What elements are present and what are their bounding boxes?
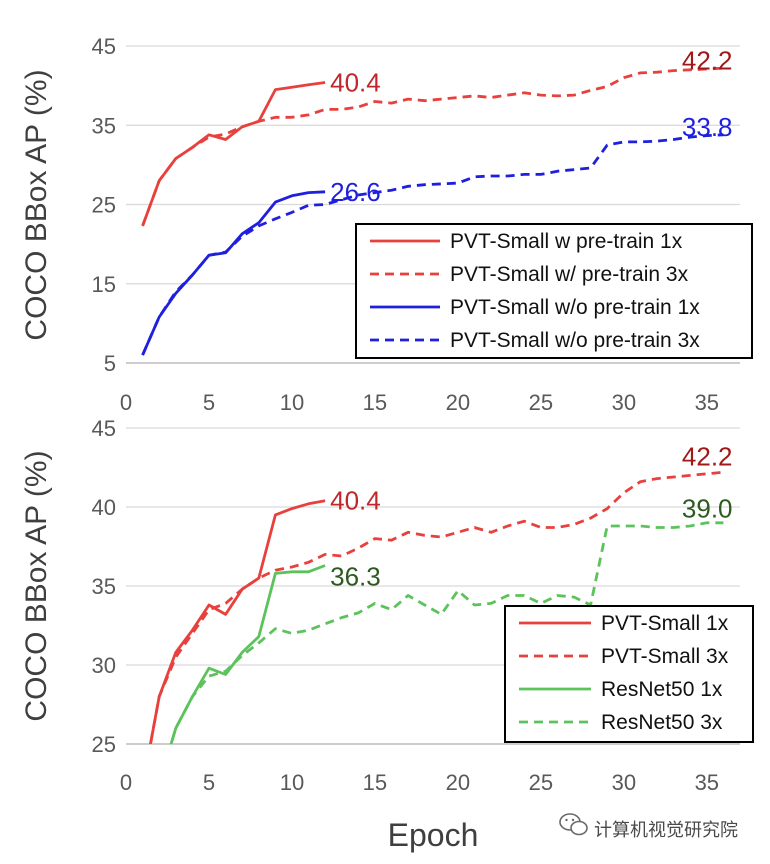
series-line-pvt-small-w-o-pre-train-1x [141,190,326,356]
y-tick-label: 35 [92,113,116,138]
x-tick-label: 25 [529,770,553,795]
y-tick-label: 30 [92,653,116,678]
watermark-text: 计算机视觉研究院 [594,820,738,841]
x-tick-label: 35 [695,770,719,795]
legend-entry: PVT-Small 1x [601,612,729,635]
data-label: 26.6 [330,177,381,207]
legend: PVT-Small 1x PVT-Small 3x ResNet50 1x ResNe… [504,605,754,743]
x-axis-label: Epoch [388,817,479,853]
y-tick-label: 40 [92,495,116,520]
y-tick-label: 45 [92,416,116,441]
legend-entry: PVT-Small w/ pre-train 3x [450,263,689,286]
data-label: 40.4 [330,67,381,97]
series-line-pvt-small-3x [149,470,724,744]
x-tick-label: 10 [280,390,304,415]
y-tick-label: 5 [104,351,116,376]
data-label: 33.8 [682,112,733,142]
data-label: 39.0 [682,494,733,524]
data-label: 36.3 [330,562,381,592]
series-line-resnet50-3x [169,521,724,744]
x-tick-label: 20 [446,770,470,795]
bottom-chart: 25 30 35 40 45 0 5 10 15 20 25 30 35 COCO BBox AP (%)… [20,416,754,853]
data-label: 42.2 [682,45,733,75]
legend-entry: PVT-Small w pre-train 1x [450,230,683,253]
series-line-pvt-small-w-pre-train-1x [141,81,326,227]
data-label: 42.2 [682,441,733,471]
y-axis-label: COCO BBox AP (%) [20,69,53,340]
watermark: 计算机视觉研究院 [559,813,738,841]
x-tick-label: 35 [695,390,719,415]
legend-entry: PVT-Small w/o pre-train 1x [450,296,700,319]
x-tick-label: 20 [446,390,470,415]
x-tick-label: 15 [363,770,387,795]
y-axis-label: COCO BBox AP (%) [20,450,53,721]
y-tick-label: 35 [92,574,116,599]
wechat-icon [559,813,588,836]
legend-entry: PVT-Small 3x [601,645,729,668]
x-tick-label: 15 [363,390,387,415]
series-line-resnet50-1x [169,564,326,744]
legend: PVT-Small w pre-train 1x PVT-Small w/ pre… [355,223,753,359]
x-tick-label: 30 [612,390,636,415]
y-tick-label: 15 [92,272,116,297]
data-label: 40.4 [330,486,381,516]
series-line-pvt-small-w-pre-train-3x [141,66,724,227]
x-tick-label: 0 [120,390,132,415]
series-line-pvt-small-w-o-pre-train-3x [141,133,724,356]
x-tick-label: 5 [203,390,215,415]
series-line-pvt-small-1x [149,499,326,744]
x-tick-label: 25 [529,390,553,415]
x-tick-label: 30 [612,770,636,795]
x-tick-label: 10 [280,770,304,795]
legend-entry: PVT-Small w/o pre-train 3x [450,329,700,352]
x-tick-label: 5 [203,770,215,795]
y-tick-label: 45 [92,34,116,59]
x-tick-label: 0 [120,770,132,795]
legend-entry: ResNet50 3x [601,711,723,734]
legend-entry: ResNet50 1x [601,678,723,701]
y-tick-label: 25 [92,193,116,218]
y-tick-label: 25 [92,732,116,757]
